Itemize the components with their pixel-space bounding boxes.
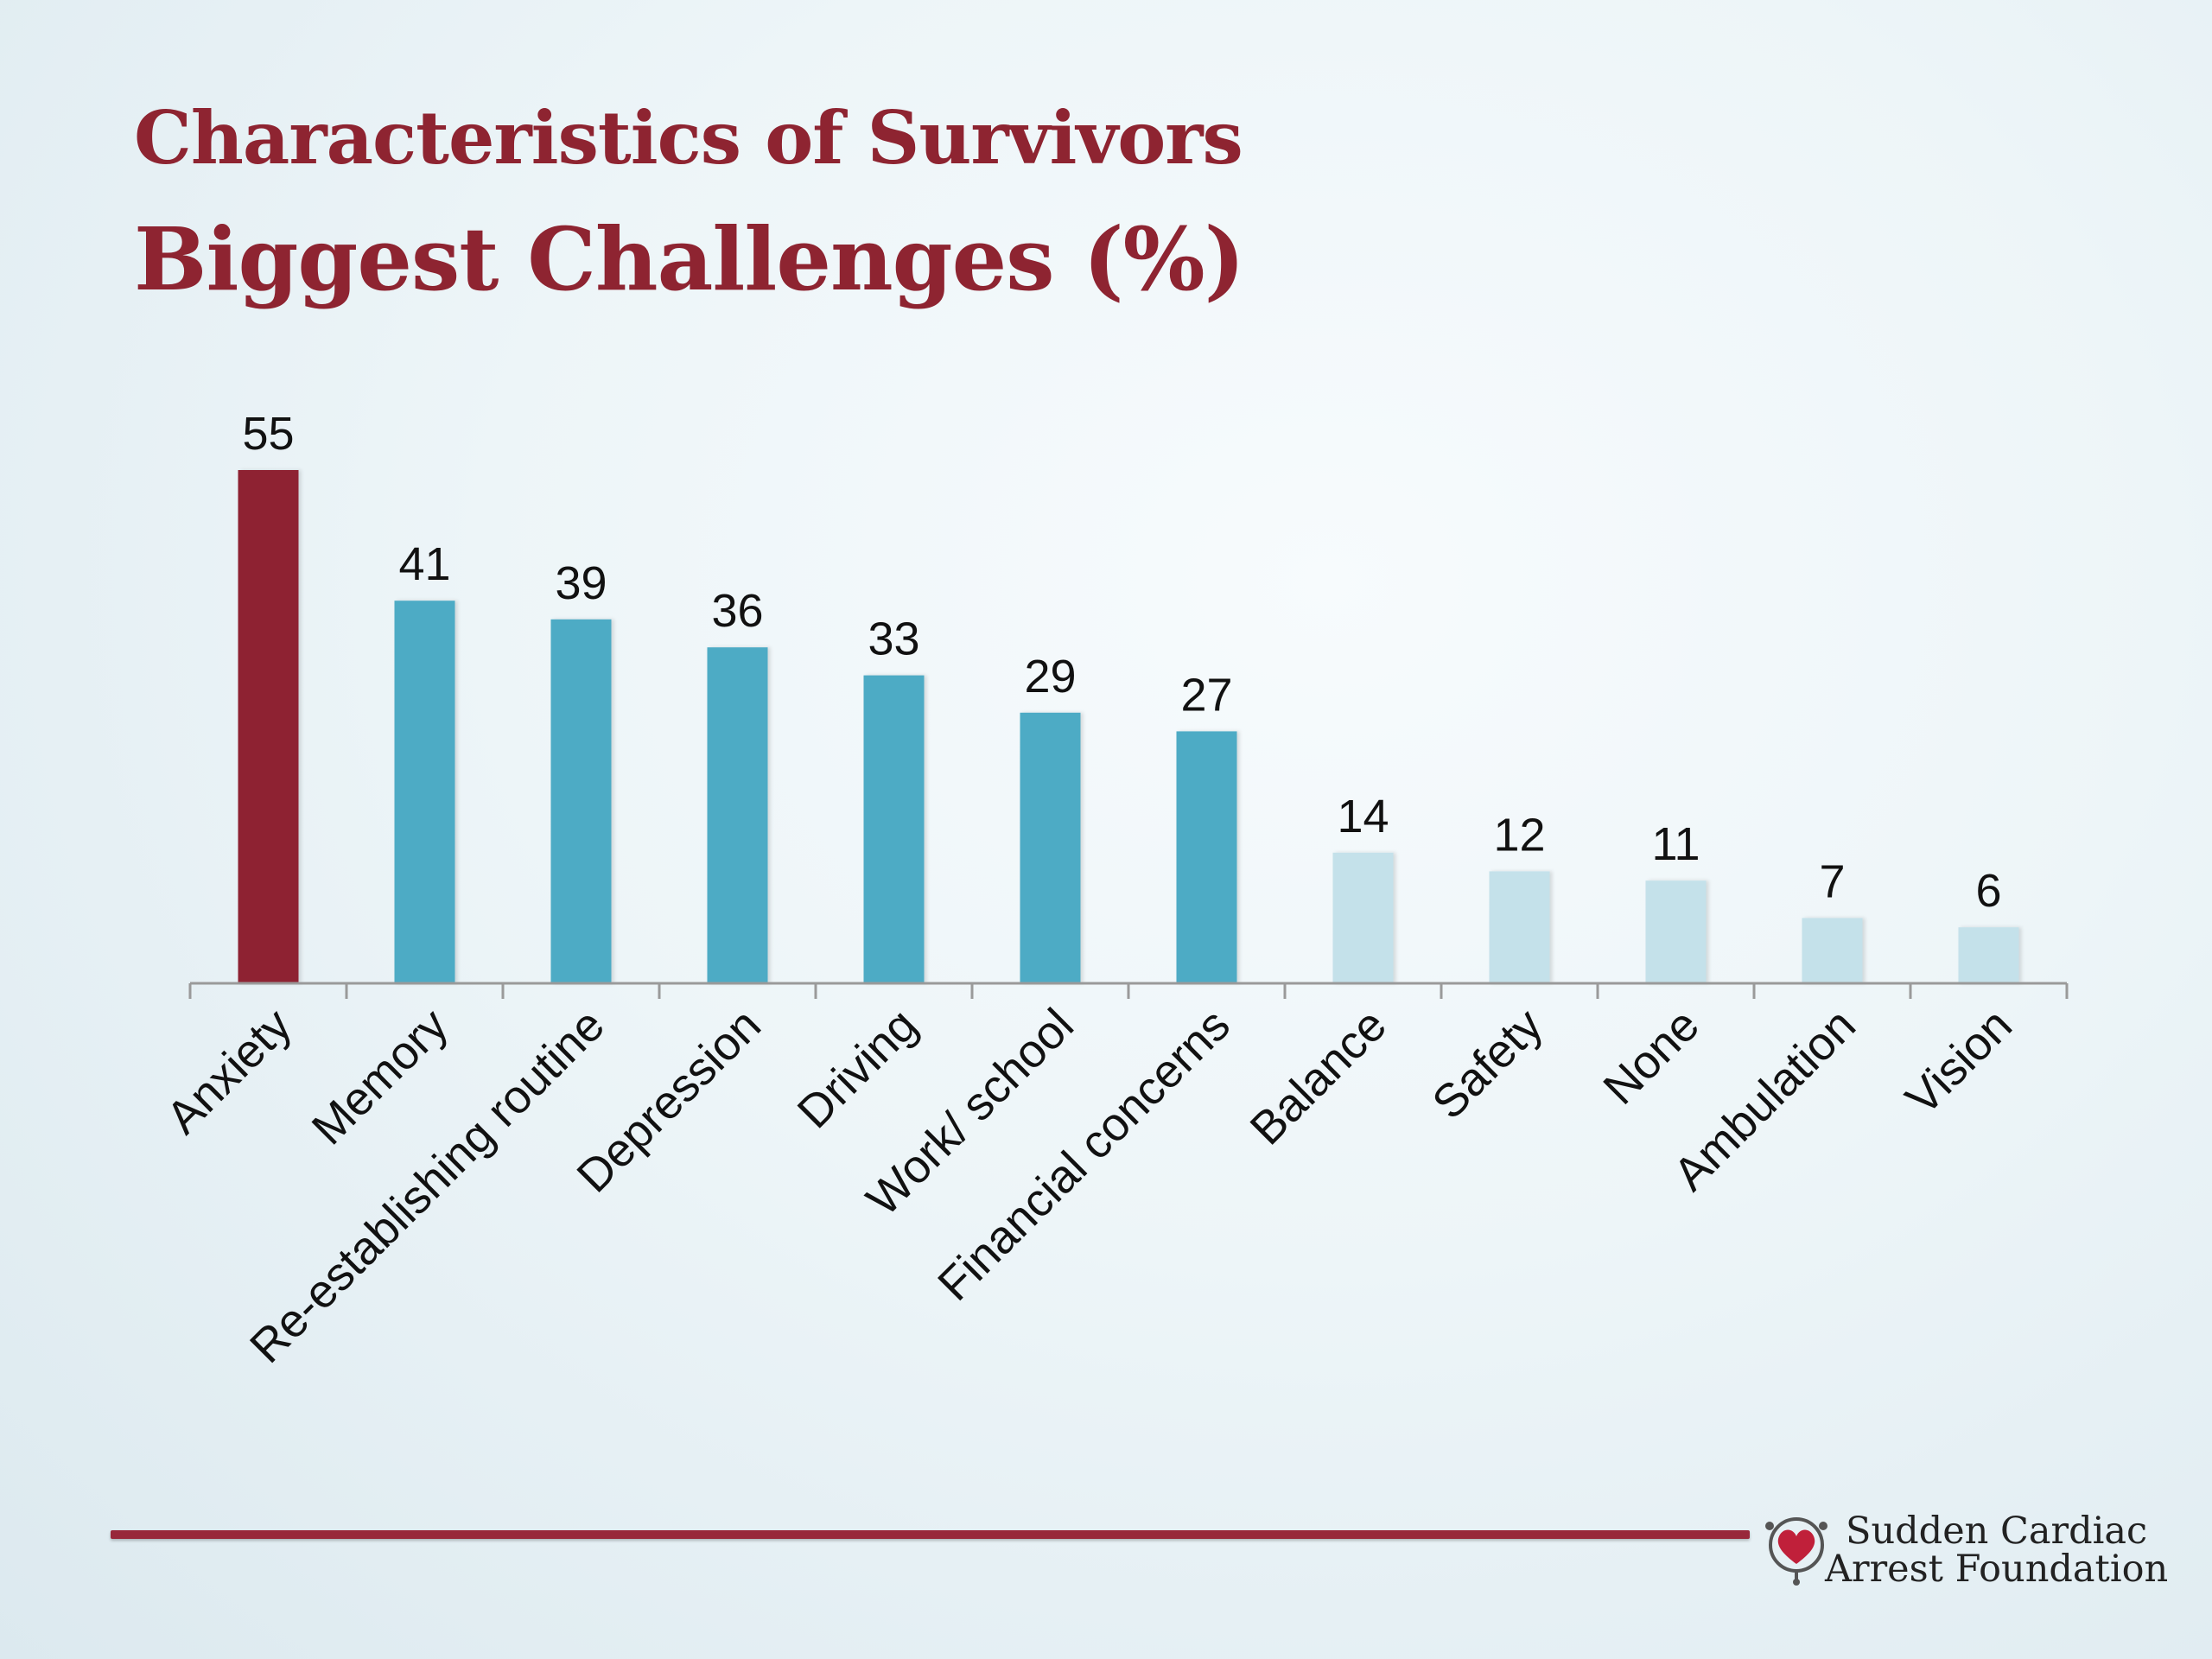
slide-title: Characteristics of Survivors [134,95,1243,181]
bar-0 [238,470,299,983]
data-label-10: 7 [1819,855,1845,907]
data-label-1: 41 [398,538,450,590]
data-label-0: 55 [242,408,294,460]
x-tick-label-6: Financial concerns [928,999,1240,1311]
heart-icon [1765,1517,1827,1586]
foundation-logo: Sudden Cardiac Arrest Foundation [1763,1510,2168,1590]
slide-subtitle: Biggest Challenges (%) [134,208,1245,310]
data-label-7: 14 [1337,791,1389,842]
x-tick-label-7: Balance [1241,999,1396,1154]
data-label-2: 39 [555,557,607,609]
footer-divider [111,1530,1750,1539]
x-tick-label-9: None [1593,999,1709,1115]
x-tick-label-11: Vision [1896,999,2022,1125]
bar-10 [1802,918,1863,983]
logo-line-2: Arrest Foundation [1825,1548,2169,1591]
bar-9 [1645,880,1707,983]
x-tick-label-4: Driving [788,999,927,1138]
data-label-6: 27 [1180,669,1232,721]
bar-1 [394,601,455,983]
bar-7 [1332,852,1394,983]
bar-5 [1020,712,1081,983]
bar-11 [1958,927,2019,983]
data-label-3: 36 [711,585,763,637]
x-tick-label-8: Safety [1422,999,1553,1129]
data-label-8: 12 [1493,809,1545,861]
logo-line-1: Sudden Cardiac [1846,1510,2148,1553]
bar-6 [1176,731,1237,983]
x-tick-label-0: Anxiety [156,999,302,1144]
data-label-11: 6 [1975,865,2001,917]
bar-8 [1489,871,1550,983]
bar-4 [863,675,925,983]
bar-3 [707,647,768,983]
bar-2 [550,619,612,983]
x-tick-label-1: Memory [302,999,458,1154]
data-label-9: 11 [1651,818,1700,870]
data-label-5: 29 [1024,651,1076,702]
data-label-4: 33 [868,613,919,665]
